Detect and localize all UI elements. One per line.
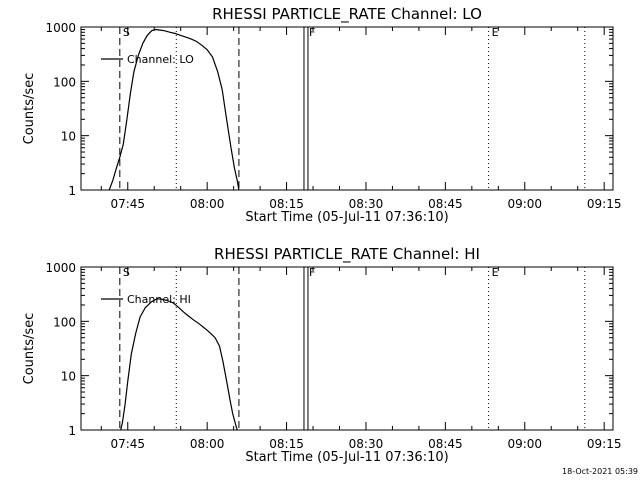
series-line bbox=[120, 298, 238, 431]
plot-frame bbox=[80, 26, 614, 191]
x-axis-label: Start Time (05-Jul-11 07:36:10) bbox=[245, 210, 448, 225]
marker-label: E bbox=[492, 266, 499, 279]
x-tick-label: 07:45 bbox=[110, 197, 145, 211]
panel-lo: RHESSI PARTICLE_RATE Channel: LO 07:45 08:… bbox=[22, 5, 621, 225]
chart-title: RHESSI PARTICLE_RATE Channel: LO bbox=[212, 5, 482, 24]
plot-frame bbox=[80, 266, 614, 431]
marker-label: F bbox=[309, 266, 315, 279]
y-axis-label: Counts/sec bbox=[22, 313, 37, 385]
y-axis-label: Counts/sec bbox=[22, 73, 37, 145]
legend-label: Channel: LO bbox=[127, 53, 194, 66]
y-tick-label: 1000 bbox=[45, 261, 76, 275]
x-tick-label: 08:45 bbox=[428, 197, 463, 211]
y-tick-label: 100 bbox=[53, 75, 76, 89]
x-tick-label: 08:00 bbox=[190, 437, 225, 451]
x-axis-label: Start Time (05-Jul-11 07:36:10) bbox=[245, 450, 448, 465]
timestamp-label: 18-Oct-2021 05:39 bbox=[562, 467, 638, 476]
y-tick-label: 100 bbox=[53, 315, 76, 329]
x-tick-label: 09:15 bbox=[587, 437, 622, 451]
marker-label: S bbox=[123, 26, 130, 39]
marker-label: S bbox=[123, 266, 130, 279]
x-tick-label: 08:00 bbox=[190, 197, 225, 211]
x-tick-label: 07:45 bbox=[110, 437, 145, 451]
x-tick-label: 09:00 bbox=[507, 197, 542, 211]
x-tick-label: 08:15 bbox=[269, 197, 304, 211]
y-tick-label: 10 bbox=[61, 130, 76, 144]
y-tick-label: 1 bbox=[68, 184, 76, 198]
marker-label: F bbox=[309, 26, 315, 39]
series-line bbox=[108, 28, 240, 191]
y-tick-label: 10 bbox=[61, 370, 76, 384]
chart-title: RHESSI PARTICLE_RATE Channel: HI bbox=[214, 245, 480, 264]
panel-hi: RHESSI PARTICLE_RATE Channel: HI 07:45 08:… bbox=[22, 245, 621, 465]
x-tick-label: 09:15 bbox=[587, 197, 622, 211]
x-tick-label: 08:45 bbox=[428, 437, 463, 451]
y-tick-label: 1000 bbox=[45, 21, 76, 35]
legend-label: Channel: HI bbox=[127, 293, 191, 306]
x-tick-label: 08:15 bbox=[269, 437, 304, 451]
x-tick-label: 08:30 bbox=[349, 197, 384, 211]
marker-label: E bbox=[492, 26, 499, 39]
x-tick-label: 09:00 bbox=[507, 437, 542, 451]
x-tick-label: 08:30 bbox=[349, 437, 384, 451]
y-tick-label: 1 bbox=[68, 424, 76, 438]
